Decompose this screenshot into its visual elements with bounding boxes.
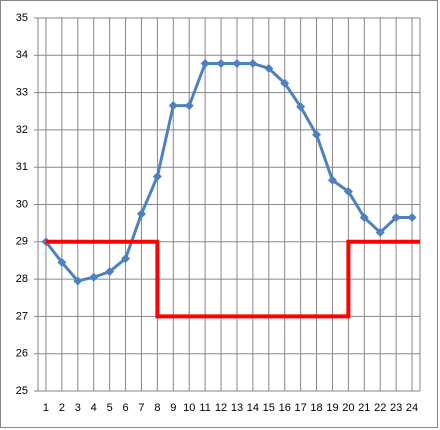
y-tick-label: 26 xyxy=(16,348,28,360)
x-tick-label: 7 xyxy=(138,402,144,414)
x-tick-label: 22 xyxy=(374,402,386,414)
marker xyxy=(89,272,99,282)
marker xyxy=(73,276,83,286)
marker xyxy=(280,78,290,88)
x-tick-label: 14 xyxy=(247,402,259,414)
y-tick-label: 25 xyxy=(16,385,28,397)
x-tick-label: 24 xyxy=(406,402,418,414)
step-line xyxy=(45,239,420,319)
marker xyxy=(200,59,210,69)
x-tick-label: 21 xyxy=(358,402,370,414)
marker xyxy=(152,172,162,182)
x-tick-label: 11 xyxy=(199,402,210,414)
x-tick-label: 8 xyxy=(154,402,160,414)
x-tick-label: 12 xyxy=(215,402,227,414)
marker xyxy=(168,101,178,111)
marker xyxy=(57,257,67,267)
marker xyxy=(327,175,337,185)
x-tick-label: 15 xyxy=(263,402,275,414)
x-tick-label: 17 xyxy=(295,402,307,414)
x-tick-label: 2 xyxy=(59,402,65,414)
x-tick-label: 1 xyxy=(43,402,49,414)
marker xyxy=(248,59,258,69)
x-tick-label: 5 xyxy=(107,402,113,414)
x-tick-label: 13 xyxy=(231,402,243,414)
x-tick-label: 9 xyxy=(170,402,176,414)
marker xyxy=(359,213,369,223)
marker xyxy=(375,227,385,237)
y-tick-label: 28 xyxy=(16,273,28,285)
y-tick-label: 31 xyxy=(16,161,28,173)
x-tick-label: 16 xyxy=(279,402,291,414)
y-tick-label: 27 xyxy=(16,310,28,322)
marker xyxy=(343,186,353,196)
x-tick-label: 3 xyxy=(75,402,81,414)
marker xyxy=(232,59,242,69)
marker xyxy=(216,59,226,69)
y-tick-label: 32 xyxy=(16,124,28,136)
y-tick-label: 33 xyxy=(16,87,28,99)
x-tick-label: 20 xyxy=(342,402,354,414)
marker xyxy=(136,209,146,219)
marker xyxy=(296,102,306,112)
x-tick-label: 18 xyxy=(310,402,322,414)
marker xyxy=(264,63,274,73)
y-tick-label: 34 xyxy=(16,49,28,61)
marker xyxy=(391,213,401,223)
x-tick-label: 23 xyxy=(390,402,402,414)
marker xyxy=(407,213,417,223)
x-tick-label: 6 xyxy=(122,402,128,414)
marker xyxy=(184,101,194,111)
marker xyxy=(121,254,131,264)
x-tick-label: 19 xyxy=(326,402,338,414)
y-tick-label: 30 xyxy=(16,198,28,210)
y-tick-label: 29 xyxy=(16,236,28,248)
y-tick-label: 35 xyxy=(16,12,28,24)
marker xyxy=(312,130,322,140)
x-tick-label: 4 xyxy=(91,402,97,414)
x-tick-label: 10 xyxy=(183,402,195,414)
marker xyxy=(105,267,115,277)
